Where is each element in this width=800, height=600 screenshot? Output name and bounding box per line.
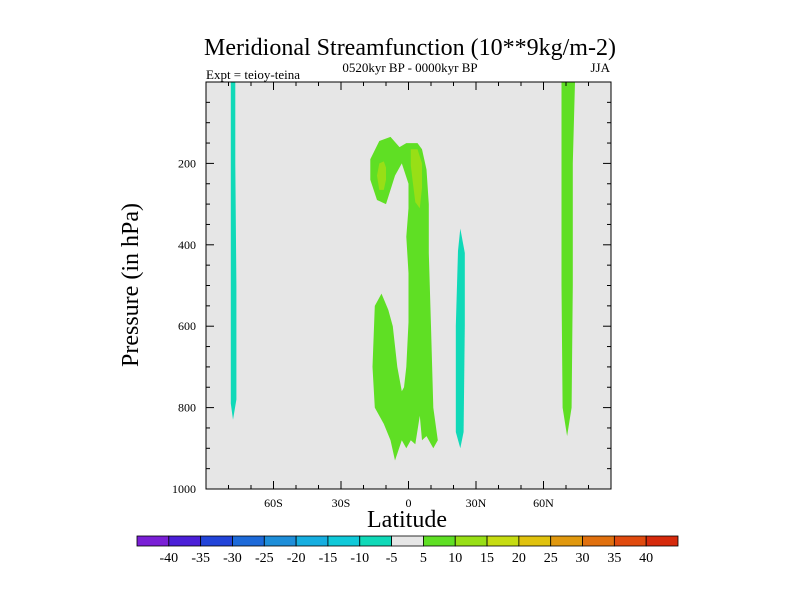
y-axis-label: Pressure (in hPa) bbox=[118, 203, 144, 367]
colorbar-swatch bbox=[136, 535, 170, 547]
colorbar-swatch bbox=[391, 535, 424, 547]
y-tick-label: 800 bbox=[178, 401, 196, 415]
colorbar-swatch bbox=[613, 535, 647, 547]
colorbar-swatch bbox=[550, 535, 583, 547]
colorbar-swatch bbox=[327, 535, 361, 547]
y-tick-label: 200 bbox=[178, 156, 196, 170]
colorbar-swatch bbox=[454, 535, 488, 547]
colorbar-swatch bbox=[582, 535, 615, 547]
colorbar-swatch bbox=[263, 535, 297, 547]
colorbar-label: 25 bbox=[544, 551, 558, 566]
x-axis-label: Latitude bbox=[367, 507, 447, 533]
colorbar-swatch bbox=[295, 535, 329, 547]
colorbar-swatch bbox=[232, 535, 265, 547]
colorbar-swatch bbox=[518, 535, 552, 547]
x-tick-label: 30S bbox=[332, 496, 351, 510]
colorbar-label: -5 bbox=[386, 551, 398, 566]
colorbar-swatch bbox=[645, 535, 679, 547]
colorbar: -40 -35 -30 -25 -20 -15 -10 -5 5 10 15 20 25 30 35 40 bbox=[136, 535, 679, 566]
colorbar-label: -20 bbox=[287, 551, 306, 566]
colorbar-label: 30 bbox=[576, 551, 590, 566]
chart-title: Meridional Streamfunction (10**9kg/m-2) bbox=[204, 35, 616, 61]
colorbar-label: -25 bbox=[255, 551, 274, 566]
contour-regions bbox=[230, 82, 575, 461]
colorbar-label: -40 bbox=[159, 551, 178, 566]
x-tick-label: 0 bbox=[406, 496, 412, 510]
colorbar-swatch bbox=[359, 535, 392, 547]
colorbar-swatch bbox=[200, 535, 233, 547]
x-tick-label: 30N bbox=[466, 496, 487, 510]
colorbar-label: 10 bbox=[448, 551, 462, 566]
colorbar-label: 20 bbox=[512, 551, 526, 566]
contour-region-subtropical-negative-cell bbox=[455, 228, 465, 449]
colorbar-label: 5 bbox=[420, 551, 427, 566]
x-tick-label: 60N bbox=[533, 496, 554, 510]
plot-frame bbox=[205, 81, 612, 490]
chart-subtitle: 0520kyr BP - 0000kyr BP bbox=[342, 60, 477, 75]
contour-region-southern-negative-cell bbox=[230, 82, 237, 420]
contour-region-tropical-positive-cell bbox=[370, 136, 438, 461]
experiment-label: Expt = teioy-teina bbox=[206, 67, 300, 82]
y-tick-label: 1000 bbox=[172, 482, 196, 496]
colorbar-label: -15 bbox=[319, 551, 338, 566]
contour-region-tropical-core-north bbox=[410, 149, 422, 209]
contour-region-northern-positive-cell bbox=[561, 82, 575, 437]
x-tick-label: 60S bbox=[264, 496, 283, 510]
contour-region-tropical-core-south bbox=[377, 161, 386, 190]
y-tick-label: 400 bbox=[178, 238, 196, 252]
y-tick-label: 600 bbox=[178, 319, 196, 333]
season-label: JJA bbox=[590, 60, 610, 75]
colorbar-swatch bbox=[486, 535, 520, 547]
colorbar-label: 40 bbox=[639, 551, 653, 566]
colorbar-label: -30 bbox=[223, 551, 242, 566]
colorbar-label: -10 bbox=[350, 551, 369, 566]
colorbar-label: -35 bbox=[191, 551, 210, 566]
colorbar-label: 35 bbox=[607, 551, 621, 566]
colorbar-swatch bbox=[168, 535, 202, 547]
colorbar-label: 15 bbox=[480, 551, 494, 566]
colorbar-swatch bbox=[423, 535, 456, 547]
